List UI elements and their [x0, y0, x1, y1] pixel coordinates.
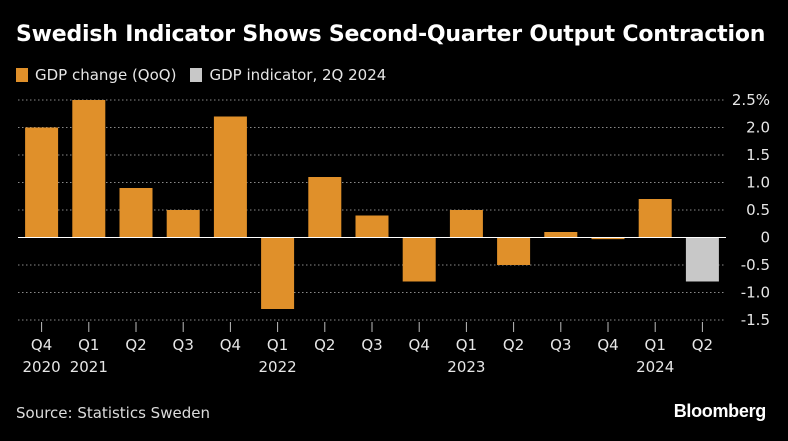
- bloomberg-logo: Bloomberg: [673, 401, 767, 421]
- x-tick-label-quarter: Q1: [267, 336, 288, 354]
- bar-gdp-change: [638, 199, 672, 238]
- legend-label-gdp-change: GDP change (QoQ): [35, 66, 177, 84]
- bar-gdp-change: [72, 100, 106, 238]
- y-tick-label: 1.0: [746, 174, 770, 192]
- x-tick-label-quarter: Q2: [314, 336, 335, 354]
- x-tick-label-quarter: Q3: [550, 336, 571, 354]
- bar-gdp-change: [355, 215, 389, 238]
- bar-gdp-change: [25, 127, 59, 238]
- bar-gdp-change: [497, 237, 531, 265]
- bar-gdp-change: [591, 237, 625, 240]
- y-tick-label: -1.5: [741, 311, 770, 329]
- chart-title: Swedish Indicator Shows Second-Quarter O…: [16, 22, 766, 47]
- source-note: Source: Statistics Sweden: [16, 404, 210, 422]
- bar-gdp-change: [261, 237, 295, 309]
- bar-gdp-change: [308, 177, 342, 238]
- bar-gdp-change: [213, 116, 247, 238]
- x-tick-label-quarter: Q1: [645, 336, 666, 354]
- bar-gdp-indicator: [685, 237, 719, 282]
- x-tick-label-quarter: Q4: [220, 336, 241, 354]
- x-tick-label-quarter: Q3: [361, 336, 382, 354]
- x-tick-label-year: 2024: [636, 358, 674, 376]
- x-tick-label-year: 2020: [23, 358, 61, 376]
- bar-gdp-change: [119, 188, 153, 238]
- y-tick-label: -1.0: [741, 284, 770, 302]
- y-tick-label: 0.5: [746, 201, 770, 219]
- legend-item-gdp-change[interactable]: GDP change (QoQ): [16, 66, 176, 84]
- x-tick-label-quarter: Q1: [456, 336, 477, 354]
- x-tick-label-quarter: Q1: [78, 336, 99, 354]
- y-tick-label: 1.5: [746, 146, 770, 164]
- legend-item-gdp-indicator[interactable]: GDP indicator, 2Q 2024: [190, 66, 386, 84]
- y-tick-label: 0: [760, 229, 770, 247]
- x-tick-label-quarter: Q3: [173, 336, 194, 354]
- chart-legend: GDP change (QoQ) GDP indicator, 2Q 2024: [16, 66, 400, 84]
- x-tick-label-year: 2023: [447, 358, 485, 376]
- x-tick-label-quarter: Q4: [597, 336, 618, 354]
- y-tick-label: 2.5%: [732, 91, 770, 109]
- legend-swatch-gdp-change: [16, 68, 28, 82]
- bar-gdp-change: [449, 210, 483, 238]
- x-tick-label-year: 2022: [259, 358, 297, 376]
- bar-gdp-change: [166, 210, 200, 238]
- x-tick-label-quarter: Q4: [31, 336, 52, 354]
- legend-swatch-gdp-indicator: [190, 68, 203, 82]
- legend-label-gdp-indicator: GDP indicator, 2Q 2024: [209, 66, 387, 84]
- bar-gdp-change: [544, 232, 578, 238]
- y-tick-label: 2.0: [746, 119, 770, 137]
- y-tick-label: -0.5: [741, 256, 770, 274]
- x-tick-label-quarter: Q2: [692, 336, 713, 354]
- bar-gdp-change: [402, 237, 436, 282]
- x-tick-label-quarter: Q4: [409, 336, 430, 354]
- x-tick-label-year: 2021: [70, 358, 108, 376]
- x-tick-label-quarter: Q2: [125, 336, 146, 354]
- x-tick-label-quarter: Q2: [503, 336, 524, 354]
